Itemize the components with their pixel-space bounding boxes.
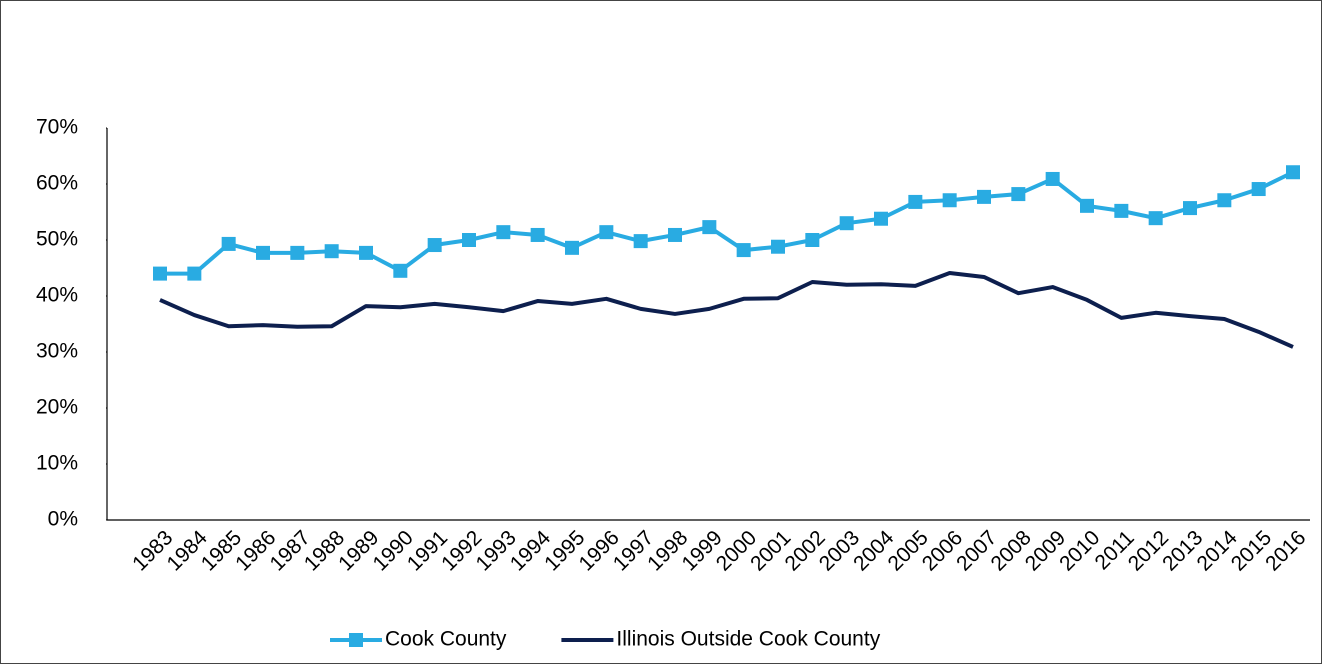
marker bbox=[668, 227, 682, 242]
marker bbox=[187, 266, 202, 281]
y-tick-label: 60% bbox=[36, 172, 78, 195]
marker bbox=[359, 245, 373, 260]
marker bbox=[702, 220, 717, 235]
marker bbox=[908, 194, 923, 209]
marker bbox=[393, 263, 408, 278]
marker bbox=[1183, 201, 1197, 216]
marker bbox=[633, 234, 648, 249]
marker bbox=[1114, 203, 1129, 218]
marker bbox=[290, 245, 305, 260]
marker bbox=[874, 211, 888, 226]
marker bbox=[1011, 187, 1026, 202]
y-tick-label: 0% bbox=[48, 508, 78, 531]
marker bbox=[496, 225, 511, 240]
marker bbox=[1045, 171, 1060, 186]
marker bbox=[805, 233, 820, 247]
marker bbox=[736, 243, 751, 258]
y-tick-label: 50% bbox=[36, 228, 78, 251]
marker bbox=[530, 227, 545, 242]
series-line bbox=[159, 271, 1294, 349]
y-tick-label: 40% bbox=[36, 284, 78, 307]
legend-marker bbox=[349, 633, 363, 647]
legend-label: Cook County bbox=[385, 628, 507, 651]
marker bbox=[1251, 182, 1266, 197]
marker bbox=[1080, 198, 1094, 213]
marker bbox=[771, 239, 785, 254]
marker bbox=[1286, 165, 1300, 180]
series-line bbox=[160, 170, 1294, 276]
marker bbox=[977, 189, 991, 204]
marker bbox=[153, 266, 167, 281]
marker bbox=[462, 233, 476, 247]
marker bbox=[599, 225, 614, 240]
marker bbox=[324, 244, 339, 259]
marker bbox=[256, 245, 270, 260]
marker bbox=[221, 236, 236, 251]
legend-label: Illinois Outside Cook County bbox=[616, 628, 880, 651]
marker bbox=[1217, 193, 1232, 208]
marker bbox=[427, 238, 442, 253]
y-tick-label: 30% bbox=[36, 340, 78, 363]
y-tick-label: 70% bbox=[36, 116, 78, 139]
marker bbox=[942, 193, 957, 208]
marker bbox=[1148, 211, 1163, 226]
marker bbox=[839, 216, 854, 231]
y-tick-label: 10% bbox=[36, 452, 78, 475]
marker bbox=[565, 240, 579, 255]
y-tick-label: 20% bbox=[36, 396, 78, 419]
